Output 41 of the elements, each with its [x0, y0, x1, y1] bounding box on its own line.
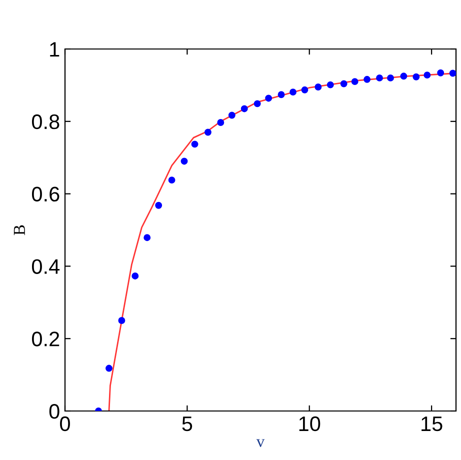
- y-axis-title: B: [14, 225, 25, 236]
- point: [144, 234, 151, 242]
- x-axis-title: v: [256, 439, 265, 448]
- point: [180, 158, 188, 165]
- point: [314, 84, 322, 90]
- point: [254, 100, 261, 108]
- y-tick-label: 1: [50, 42, 60, 57]
- x-tick-label: 15: [422, 416, 442, 432]
- point: [217, 119, 224, 126]
- point: [278, 91, 285, 98]
- x-tick-label: 10: [299, 416, 320, 432]
- point: [412, 73, 420, 80]
- y-tick-label: 0.4: [32, 259, 60, 274]
- point: [228, 112, 236, 119]
- point: [191, 140, 198, 148]
- point: [240, 105, 248, 112]
- point: [387, 74, 394, 82]
- point: [265, 94, 272, 102]
- point: [301, 86, 308, 94]
- point: [437, 69, 444, 76]
- point: [118, 317, 126, 324]
- y-tick-label: 0.8: [32, 114, 60, 130]
- point: [400, 72, 408, 80]
- y-tick-label: 0.2: [32, 332, 60, 346]
- point: [449, 70, 456, 77]
- point: [290, 88, 296, 96]
- y-tick-label: 0: [49, 404, 60, 419]
- point: [204, 128, 212, 136]
- point: [376, 74, 383, 82]
- point: [106, 364, 112, 372]
- point: [132, 272, 139, 280]
- point: [351, 78, 358, 86]
- x-tick-label: 5: [182, 416, 192, 432]
- point: [155, 202, 162, 209]
- x-tick-label: 0: [60, 416, 70, 432]
- point: [168, 176, 176, 184]
- point: [424, 72, 431, 79]
- point: [340, 80, 348, 88]
- y-tick-label: 0.6: [32, 186, 60, 202]
- point: [326, 81, 334, 88]
- point: [364, 76, 371, 83]
